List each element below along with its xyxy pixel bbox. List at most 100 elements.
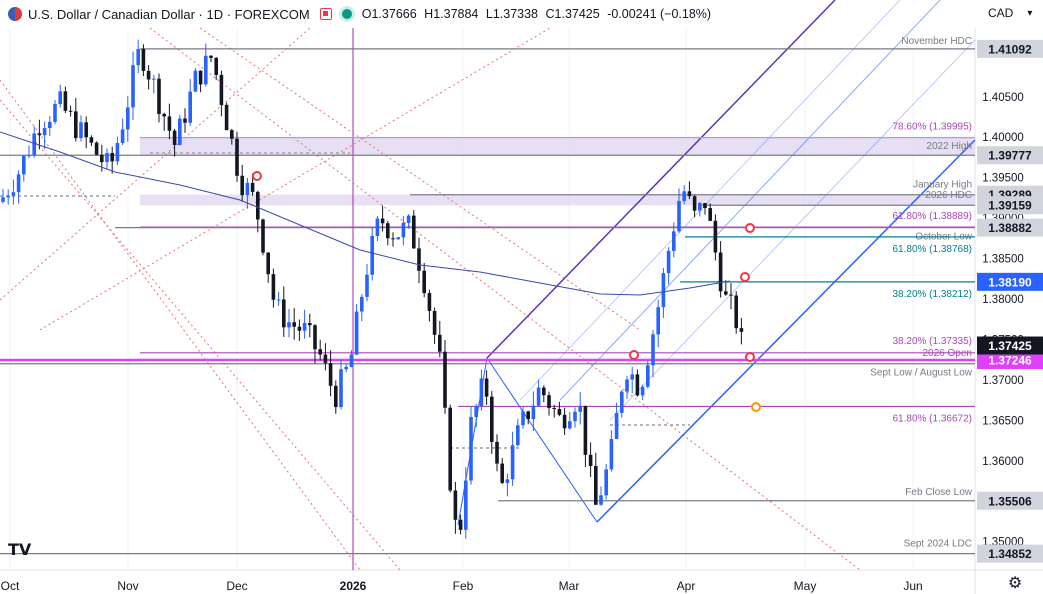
candle-body (297, 326, 302, 331)
candle-body (568, 421, 572, 429)
x-tick-label: May (794, 579, 817, 593)
candle-body (412, 215, 416, 249)
candle-body (126, 107, 130, 130)
candle-body (292, 322, 296, 327)
candle-body (162, 113, 166, 117)
price-tag-label: 1.38190 (988, 275, 1032, 289)
candle-body (375, 218, 380, 237)
x-tick-label: Feb (453, 579, 474, 593)
symbol-title[interactable]: U.S. Dollar / Canadian Dollar · 1D · FOR… (28, 6, 310, 22)
candle-body (718, 252, 723, 292)
candle-body (167, 116, 172, 131)
candle-body (396, 237, 400, 240)
candle-body (42, 128, 47, 136)
candle-body (474, 405, 478, 417)
candle-body (183, 118, 187, 123)
x-tick-label: Jun (903, 579, 922, 593)
last-price-tag (977, 336, 1043, 355)
level-label: 61.80% (1.38889) (892, 211, 972, 222)
price-tag-label: 1.38882 (988, 221, 1032, 235)
candle-body (614, 412, 619, 440)
candle-body (89, 137, 94, 143)
candle-body (739, 328, 744, 332)
candle-body (276, 299, 281, 301)
candle-body (365, 274, 369, 297)
candle-body (495, 441, 499, 464)
candle-body (734, 295, 738, 329)
candle-body (469, 416, 473, 481)
price-tag-label: 1.41092 (988, 42, 1032, 56)
candle-body (422, 270, 426, 294)
candle-body (438, 334, 442, 352)
candle-body (479, 378, 484, 406)
candle-body (505, 479, 510, 483)
candle-body (536, 387, 541, 406)
gear-icon[interactable]: ⚙ (1007, 575, 1023, 592)
candle-body (646, 365, 650, 387)
candle-body (604, 469, 608, 496)
market-open-icon (341, 9, 352, 19)
marker-circle (751, 402, 761, 412)
candle-body (703, 203, 707, 209)
level-label: 2022 High (926, 141, 972, 152)
candle-body (651, 334, 655, 366)
candle-body (370, 236, 374, 275)
marker-circle (740, 272, 750, 282)
level-label: November HDC (901, 36, 972, 47)
price-tag (977, 491, 1043, 510)
level-label: 61.80% (1.38768) (892, 244, 972, 255)
candle-body (724, 291, 728, 295)
candle-body (224, 104, 229, 131)
x-tick-label: Mar (559, 579, 580, 593)
candle-body (583, 405, 588, 455)
candle-body (677, 201, 681, 232)
candle-body (656, 307, 660, 335)
candle-body (661, 273, 666, 308)
candle-body (552, 407, 556, 409)
candle-body (562, 414, 567, 429)
currency-selector[interactable]: CAD ▾ (988, 6, 1033, 20)
candle-body (198, 70, 203, 85)
y-tick-label: 1.39500 (982, 173, 1024, 185)
price-tag (977, 196, 1043, 215)
candle-body (401, 222, 406, 238)
candle-body (313, 325, 317, 350)
candle-body (682, 191, 686, 202)
candle-body (464, 480, 468, 530)
candle-body (625, 379, 629, 392)
candle-body (599, 495, 603, 505)
candle-body (146, 70, 151, 80)
candle-body (53, 104, 57, 122)
candle-body (115, 143, 120, 162)
flag-marker-icon[interactable] (319, 8, 332, 20)
candle-body (573, 411, 577, 422)
candle-body (521, 411, 525, 426)
price-tag-label: 1.39159 (988, 199, 1032, 213)
trend-diagonal (39, 27, 551, 331)
candle-body (110, 153, 114, 162)
x-tick-label: Dec (226, 579, 247, 593)
candle-body (16, 174, 21, 193)
candle-body (32, 133, 36, 156)
level-label: 78.60% (1.39995) (892, 122, 972, 133)
y-tick-label: 1.38000 (982, 294, 1024, 306)
x-tick-label: Oct (1, 579, 20, 593)
candle-body (588, 454, 593, 467)
candle-body (152, 78, 156, 80)
y-tick-label: 1.40000 (982, 132, 1024, 144)
candle-body (141, 48, 146, 71)
candle-body (266, 252, 270, 275)
candle-body (219, 74, 224, 105)
candle-body (261, 219, 265, 253)
fork-handle (486, 357, 598, 523)
x-tick-label: Apr (677, 579, 696, 593)
candle-body (443, 351, 447, 408)
candle-body (230, 130, 234, 139)
candle-body (516, 425, 520, 446)
candle-body (453, 490, 458, 520)
candle-body (417, 248, 421, 271)
candle-body (630, 374, 634, 380)
price-tag-label: 1.39777 (988, 149, 1032, 163)
candle-body (578, 405, 582, 412)
